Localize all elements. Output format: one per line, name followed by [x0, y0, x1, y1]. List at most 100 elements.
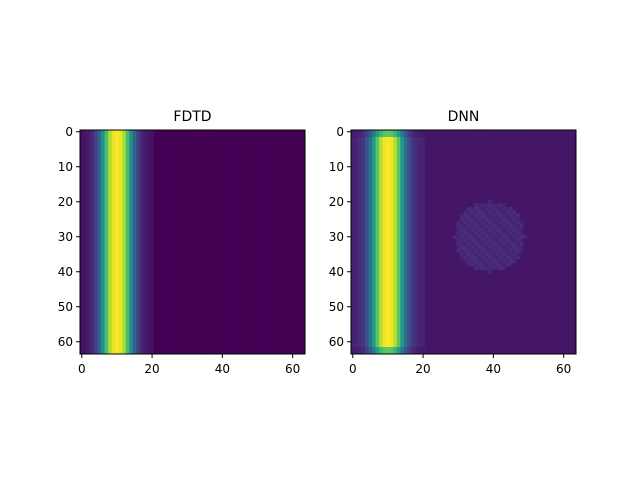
heatmap-cell — [502, 154, 507, 159]
heatmap-cell — [354, 175, 359, 180]
heatmap-cell — [488, 175, 492, 180]
heatmap-cell — [252, 210, 257, 215]
heatmap-cell — [188, 231, 193, 236]
heatmap-cell — [83, 249, 88, 253]
heatmap-cell — [227, 182, 232, 187]
heatmap-cell — [351, 158, 355, 162]
heatmap-cell — [192, 189, 197, 194]
heatmap-cell — [509, 161, 514, 166]
heatmap-cell — [129, 200, 134, 204]
heatmap-cell — [213, 217, 218, 222]
heatmap-cell — [146, 147, 151, 152]
heatmap-cell — [139, 154, 144, 159]
heatmap-cell — [266, 347, 271, 351]
heatmap-cell — [241, 130, 246, 134]
heatmap-cell — [143, 329, 148, 334]
heatmap-cell — [224, 263, 229, 267]
heatmap-cell — [83, 214, 88, 218]
heatmap-cell — [167, 133, 172, 138]
heatmap-cell — [217, 133, 221, 138]
heatmap-cell — [125, 343, 130, 348]
heatmap-cell — [132, 340, 137, 344]
heatmap-cell — [287, 301, 292, 306]
heatmap-cell — [431, 140, 436, 145]
heatmap-cell — [101, 168, 105, 173]
heatmap-cell — [210, 186, 214, 190]
heatmap-cell — [132, 161, 137, 166]
heatmap-cell — [122, 151, 127, 155]
heatmap-cell — [224, 322, 229, 327]
heatmap-cell — [108, 175, 112, 180]
heatmap-cell — [90, 210, 95, 215]
heatmap-cell — [417, 140, 422, 145]
heatmap-cell — [210, 263, 214, 267]
heatmap-cell — [90, 165, 95, 169]
heatmap-cell — [224, 179, 229, 183]
heatmap-cell — [139, 301, 144, 306]
heatmap-cell — [220, 133, 225, 138]
heatmap-cell — [104, 284, 109, 288]
heatmap-cell — [129, 172, 134, 176]
heatmap-cell — [122, 235, 127, 239]
heatmap-cell — [146, 308, 151, 313]
heatmap-cell — [174, 280, 179, 285]
heatmap-cell — [115, 287, 120, 292]
heatmap-cell — [157, 238, 162, 243]
heatmap-cell — [255, 186, 260, 190]
fdtd-axes-frame — [79, 129, 306, 355]
heatmap-cell — [206, 319, 211, 323]
heatmap-cell — [396, 168, 401, 173]
heatmap-cell — [153, 175, 158, 180]
heatmap-cell — [438, 147, 443, 152]
heatmap-cell — [139, 161, 144, 166]
heatmap-cell — [196, 186, 200, 190]
heatmap-cell — [122, 172, 127, 176]
heatmap-cell — [386, 133, 391, 138]
heatmap-cell — [160, 270, 165, 274]
heatmap-cell — [108, 336, 112, 341]
heatmap-cell — [167, 203, 172, 208]
heatmap-cell — [125, 340, 130, 344]
heatmap-cell — [150, 203, 155, 208]
heatmap-cell — [234, 158, 239, 162]
heatmap-cell — [245, 175, 250, 180]
heatmap-cell — [167, 207, 172, 211]
heatmap-cell — [111, 158, 116, 162]
heatmap-cell — [481, 144, 485, 148]
heatmap-cell — [354, 168, 359, 173]
heatmap-cell — [351, 165, 355, 169]
heatmap-cell — [210, 130, 214, 134]
heatmap-cell — [491, 161, 496, 166]
heatmap-cell — [512, 168, 517, 173]
heatmap-cell — [470, 158, 475, 162]
heatmap-cell — [547, 158, 552, 162]
heatmap-cell — [290, 266, 295, 271]
heatmap-cell — [97, 242, 102, 246]
heatmap-cell — [424, 154, 429, 159]
heatmap-cell — [125, 280, 130, 285]
heatmap-cell — [365, 144, 369, 148]
heatmap-cell — [269, 144, 274, 148]
heatmap-cell — [241, 137, 246, 141]
heatmap-cell — [185, 294, 190, 299]
heatmap-cell — [297, 291, 302, 295]
heatmap-cell — [259, 252, 264, 257]
heatmap-cell — [438, 165, 443, 169]
heatmap-cell — [248, 154, 253, 159]
heatmap-cell — [203, 217, 207, 222]
heatmap-cell — [101, 133, 105, 138]
heatmap-cell — [80, 221, 84, 225]
heatmap-cell — [262, 284, 267, 288]
heatmap-cell — [196, 347, 200, 351]
heatmap-cell — [252, 186, 257, 190]
heatmap-cell — [351, 172, 355, 176]
heatmap-cell — [516, 161, 521, 166]
heatmap-cell — [132, 322, 137, 327]
heatmap-cell — [227, 319, 232, 323]
heatmap-cell — [273, 207, 278, 211]
heatmap-cell — [94, 130, 98, 134]
heatmap-cell — [150, 238, 155, 243]
heatmap-cell — [160, 165, 165, 169]
heatmap-cell — [150, 133, 155, 138]
heatmap-cell — [269, 266, 274, 271]
